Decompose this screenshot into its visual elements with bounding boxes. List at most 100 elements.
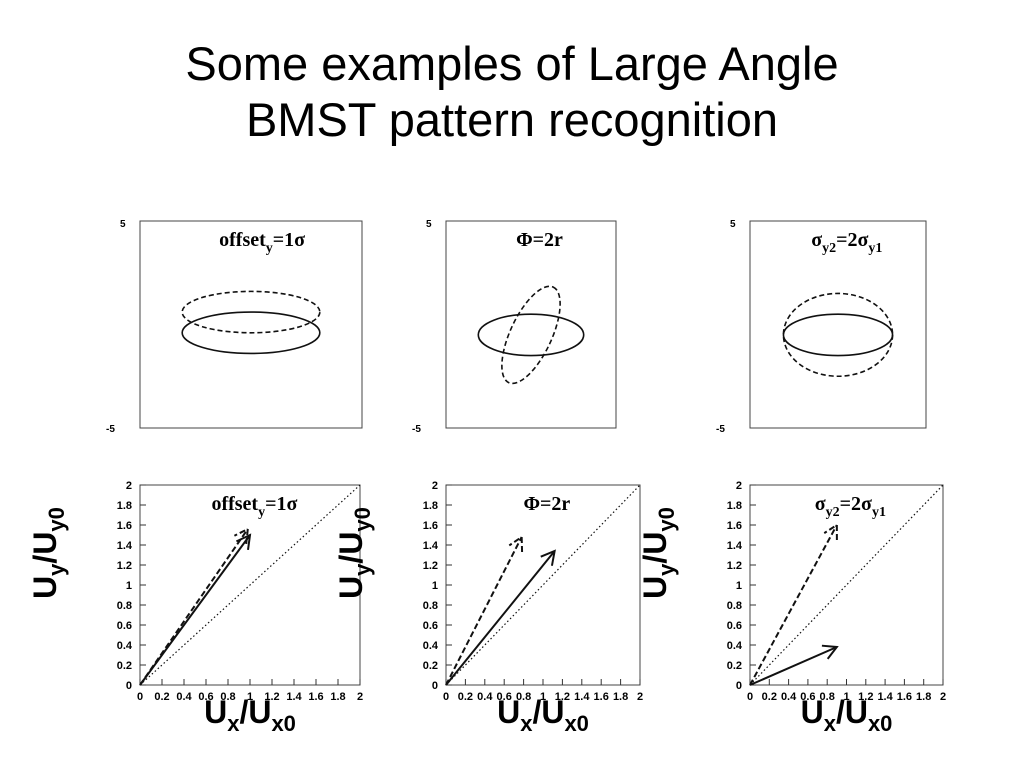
y-tick-label: 1.4 bbox=[423, 540, 439, 552]
ellipse-solid-1 bbox=[477, 313, 585, 357]
arrow-dashed-3 bbox=[749, 524, 838, 686]
chart-title-subscript-2: y1 bbox=[868, 241, 882, 256]
y-tick-label: 0.8 bbox=[117, 600, 132, 612]
chart-title-subscript-2: y1 bbox=[872, 505, 886, 520]
x-axis-label-sub: x bbox=[824, 711, 837, 736]
y-axis-label-mid: /U bbox=[333, 532, 369, 564]
chart-panel-top-middle: Φ=2r 5 -5 bbox=[412, 219, 617, 435]
y-tick-label: 0.8 bbox=[727, 600, 742, 612]
x-tick-label: 0.6 bbox=[198, 691, 213, 703]
y-tick-label: 0.2 bbox=[423, 660, 438, 672]
chart-panel-bottom-middle: Φ=2r 0 0.2 0.4 0.6 0.8 1 1.2 1.4 1.6 1.8 2 0 0.2 0.4 0.… bbox=[333, 480, 643, 736]
x-tick-label: 0.4 bbox=[781, 691, 797, 703]
y-axis-label-sub2: y0 bbox=[654, 507, 679, 531]
chart-panel-top-right: σy2=2σy1 5 -5 bbox=[716, 219, 927, 435]
y-tick-label: 0.4 bbox=[117, 640, 133, 652]
y-axis-label-mid: /U bbox=[27, 532, 63, 564]
chart-frame bbox=[139, 220, 363, 429]
chart-title-subscript: y2 bbox=[826, 505, 840, 520]
y-axis-label-sub: y bbox=[44, 563, 69, 576]
diagonal-dotted-1 bbox=[749, 484, 944, 686]
y-tick-label: 1 bbox=[126, 580, 132, 592]
y-axis-label-mid: /U bbox=[637, 532, 673, 564]
ellipse-solid-1 bbox=[181, 311, 321, 355]
chart-title-6: σy2=2σy1 bbox=[815, 493, 886, 520]
chart-title-tail: =1σ bbox=[265, 493, 297, 515]
x-tick-label: 1.4 bbox=[574, 691, 590, 703]
x-tick-label: 1.8 bbox=[916, 691, 931, 703]
chart-title-1: offsety=1σ bbox=[219, 229, 305, 256]
y-tick-label: 0.6 bbox=[727, 620, 742, 632]
y-tick-label: 1 bbox=[736, 580, 742, 592]
x-axis-label-main: U bbox=[497, 694, 520, 730]
x-tick-label: 0.6 bbox=[497, 691, 512, 703]
arrowhead-dashed bbox=[823, 523, 838, 541]
x-tick-label: 1.2 bbox=[858, 691, 873, 703]
chart-title-tail: =1σ bbox=[273, 229, 305, 251]
slide-title: Some examples of Large Angle BMST patter… bbox=[0, 36, 1024, 148]
y-axis-label-main: U bbox=[637, 576, 673, 599]
y-tick-label: 1.6 bbox=[117, 520, 132, 532]
chart-title-main: σ bbox=[815, 493, 826, 515]
y-tick-label: 1 bbox=[432, 580, 438, 592]
y-axis-label-main: U bbox=[333, 576, 369, 599]
y-tick-label: 0 bbox=[736, 680, 742, 692]
x-tick-label: 1.2 bbox=[555, 691, 570, 703]
y-tick-label: 1.2 bbox=[727, 560, 742, 572]
ellipse-dashed-2 bbox=[782, 292, 894, 378]
y-tick-label: 0.2 bbox=[117, 660, 132, 672]
x-tick-label: 1.6 bbox=[897, 691, 912, 703]
y-tick-label: 1.6 bbox=[727, 520, 742, 532]
arrowhead-solid bbox=[821, 644, 839, 660]
arrow-dashed-3 bbox=[139, 528, 249, 686]
y-tick-label: 0.6 bbox=[423, 620, 438, 632]
arrowhead-dashed bbox=[233, 527, 249, 545]
x-tick-label: 0.2 bbox=[762, 691, 777, 703]
y-tick-label: 0.4 bbox=[727, 640, 743, 652]
x-tick-label: 2 bbox=[357, 691, 363, 703]
chart-title-4: offsety=1σ bbox=[211, 493, 297, 520]
x-tick-label: 0.8 bbox=[220, 691, 235, 703]
chart-panel-top-left: offsety=1σ 5 -5 bbox=[106, 219, 363, 435]
y-axis-label: Uy/Uy0 bbox=[333, 507, 375, 599]
x-tick-label: 1 bbox=[540, 691, 546, 703]
x-tick-label: 1.4 bbox=[286, 691, 302, 703]
y-tick-label: 1.2 bbox=[117, 560, 132, 572]
y-tick-label: 0.4 bbox=[423, 640, 439, 652]
y-axis-label-sub: y bbox=[654, 563, 679, 576]
chart-title-tail: =2σ bbox=[840, 493, 872, 515]
y-tick-label: -5 bbox=[412, 424, 421, 435]
ellipse-solid-1 bbox=[782, 313, 894, 357]
y-tick-label: 1.8 bbox=[727, 500, 742, 512]
slide-title-line-2: BMST pattern recognition bbox=[245, 93, 779, 146]
arrowhead-dashed bbox=[508, 535, 524, 553]
x-axis-label: Ux/Ux0 bbox=[204, 694, 296, 736]
chart-frame bbox=[749, 220, 927, 429]
chart-title-subscript: y bbox=[258, 505, 265, 520]
y-tick-label: 1.4 bbox=[727, 540, 743, 552]
x-tick-label: 1.4 bbox=[877, 691, 893, 703]
arrowhead-solid bbox=[540, 549, 556, 566]
y-tick-label: 2 bbox=[432, 480, 438, 492]
x-tick-label: 1.6 bbox=[594, 691, 609, 703]
arrow-dashed-3 bbox=[445, 536, 523, 686]
y-tick-label: 5 bbox=[120, 219, 126, 230]
y-tick-label: 0.6 bbox=[117, 620, 132, 632]
x-axis-label-main: U bbox=[204, 694, 227, 730]
x-tick-label: 0.6 bbox=[800, 691, 815, 703]
x-tick-label: 1.6 bbox=[308, 691, 323, 703]
y-axis-label: Uy/Uy0 bbox=[637, 507, 679, 599]
y-tick-label: 1.4 bbox=[117, 540, 133, 552]
ellipse-dashed-2 bbox=[501, 285, 561, 385]
y-tick-label: 1.8 bbox=[117, 500, 132, 512]
arrow-solid-2 bbox=[445, 550, 556, 686]
y-tick-label: 1.8 bbox=[423, 500, 438, 512]
chart-title-2: Φ=2r bbox=[516, 229, 563, 251]
arrowhead-solid bbox=[235, 533, 252, 551]
x-tick-label: 0.4 bbox=[176, 691, 192, 703]
slide-title-line-1: Some examples of Large Angle bbox=[185, 37, 839, 90]
y-tick-label: 1.2 bbox=[423, 560, 438, 572]
x-axis-label: Ux/Ux0 bbox=[801, 694, 893, 736]
